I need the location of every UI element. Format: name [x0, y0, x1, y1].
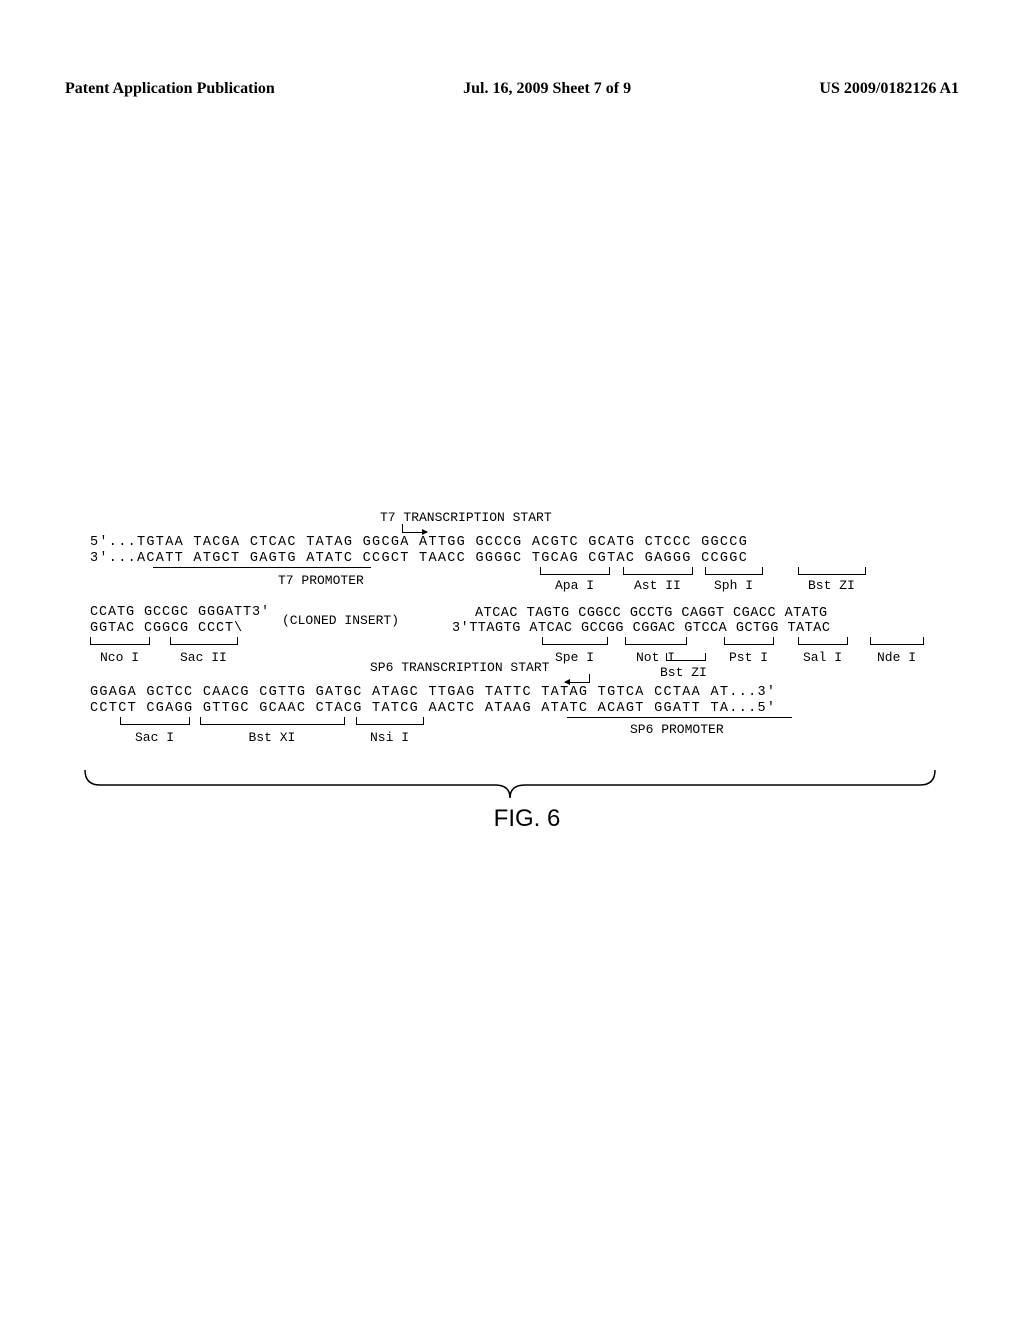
t7-arrow-icon — [402, 532, 427, 533]
pub-number: US 2009/0182126 A1 — [819, 80, 959, 98]
enzyme-label: Nsi I — [370, 730, 409, 745]
enzyme-bracket — [798, 567, 866, 575]
sequence-row-1-bot: 3'...ACATT ATGCT GAGTG ATATC CCGCT TAACC… — [90, 551, 748, 566]
bottom-brace-icon — [80, 770, 940, 800]
enzyme-bracket — [356, 717, 424, 725]
sequence-row-2-bot-left: GGTAC CGGCG CCCT\ — [90, 621, 243, 636]
enzyme-label: Sph I — [714, 578, 753, 593]
enzyme-bracket — [120, 717, 190, 725]
figure-label: FIG. 6 — [494, 805, 561, 833]
sequence-row-1-top: 5'...TGTAA TACGA CTCAC TATAG GGCGA ATTGG… — [90, 535, 748, 550]
enzyme-label: Bst ZI — [660, 665, 707, 680]
enzyme-label: Pst I — [729, 650, 768, 665]
sequence-row-2-top-right: ATCAC TAGTG CGGCC GCCTG CAGGT CGACC ATAT… — [475, 606, 828, 621]
enzyme-bracket — [625, 637, 687, 645]
enzyme-label: Bst ZI — [808, 578, 855, 593]
enzyme-label: Apa I — [555, 578, 594, 593]
enzyme-label: Sac I — [135, 730, 174, 745]
sp6-transcription-label: SP6 TRANSCRIPTION START — [370, 660, 549, 675]
sequence-row-2-bot-right: 3'TTAGTG ATCAC GCCGG CGGAC GTCCA GCTGG T… — [452, 621, 830, 636]
enzyme-bracket — [90, 637, 150, 645]
sequence-row-2-top-left: CCATG GCCGC GGGATT3' — [90, 605, 270, 620]
enzyme-bracket — [666, 653, 706, 661]
sp6-arrow-icon — [565, 682, 590, 683]
enzyme-bracket — [705, 567, 763, 575]
page-header: Patent Application Publication Jul. 16, … — [0, 80, 1024, 98]
t7-promoter-label: T7 PROMOTER — [278, 573, 364, 588]
pub-title: Patent Application Publication — [65, 80, 275, 98]
enzyme-label: Nde I — [877, 650, 916, 665]
enzyme-label: Nco I — [100, 650, 139, 665]
enzyme-bracket — [870, 637, 924, 645]
enzyme-bracket — [542, 637, 608, 645]
sequence-row-3-top: GGAGA GCTCC CAACG CGTTG GATGC ATAGC TTGA… — [90, 685, 776, 700]
enzyme-bracket — [724, 637, 774, 645]
enzyme-label: Sal I — [803, 650, 842, 665]
sp6-promoter-underline — [567, 717, 792, 718]
enzyme-bracket — [170, 637, 238, 645]
cloned-insert-label: (CLONED INSERT) — [282, 613, 399, 628]
enzyme-label: Ast II — [634, 578, 681, 593]
enzyme-bracket — [540, 567, 610, 575]
enzyme-bracket — [798, 637, 848, 645]
enzyme-bracket — [623, 567, 693, 575]
enzyme-label: Spe I — [555, 650, 594, 665]
sp6-promoter-label: SP6 PROMOTER — [630, 722, 724, 737]
sequence-row-3-bot: CCTCT CGAGG GTTGC GCAAC CTACG TATCG AACT… — [90, 701, 776, 716]
date-sheet: Jul. 16, 2009 Sheet 7 of 9 — [463, 80, 631, 98]
enzyme-label: Sac II — [180, 650, 227, 665]
t7-transcription-label: T7 TRANSCRIPTION START — [380, 510, 552, 525]
enzyme-bracket — [200, 717, 345, 725]
t7-promoter-underline — [153, 567, 371, 568]
enzyme-label: Bst XI — [249, 730, 296, 745]
